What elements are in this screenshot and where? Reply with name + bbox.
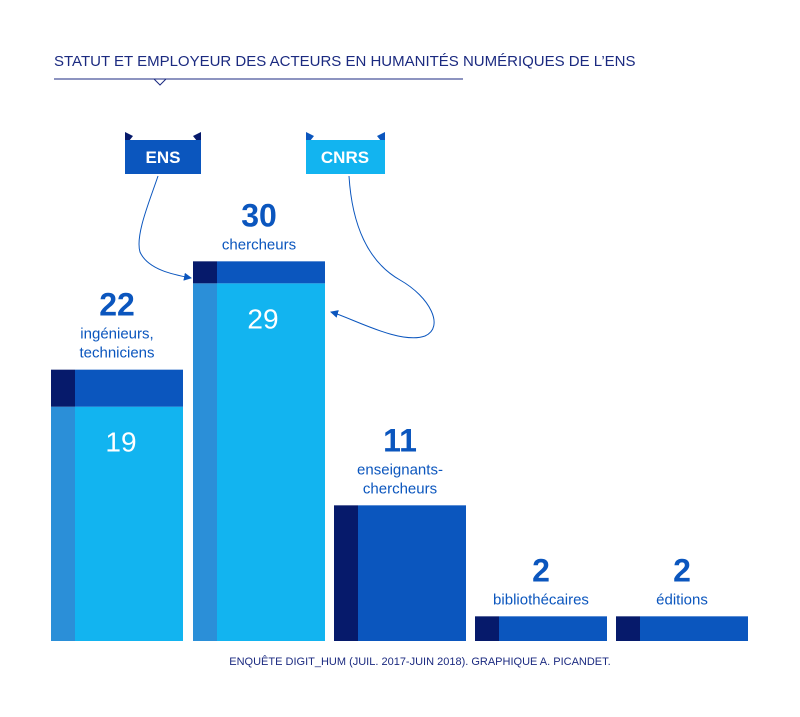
- total-label-4: 2: [673, 552, 691, 588]
- category-label-3-0: bibliothécaires: [493, 591, 589, 608]
- legend-label-ens: ENS: [146, 148, 181, 167]
- bar-cnrs-1: [217, 283, 325, 641]
- bar-ens-3: [499, 616, 607, 641]
- bar-ens-side-1: [193, 261, 217, 284]
- category-label-1-0: chercheurs: [222, 236, 296, 253]
- category-label-4-0: éditions: [656, 591, 708, 608]
- bar-cnrs-side-1: [193, 283, 217, 641]
- cnrs-connector-arrow: [330, 175, 435, 339]
- bar-cnrs-side-0: [51, 406, 75, 641]
- legend-label-cnrs: CNRS: [321, 148, 369, 167]
- total-label-2: 11: [383, 422, 417, 458]
- total-label-3: 2: [532, 552, 550, 588]
- legend-tag-cnrs: CNRS: [306, 132, 385, 174]
- category-label-0-0: ingénieurs,: [80, 326, 153, 343]
- bar-ens-2: [358, 505, 466, 641]
- legend-tag-ens-body: [125, 140, 201, 174]
- total-label-0: 22: [99, 287, 135, 323]
- bars-group: [51, 261, 748, 641]
- legend-tag-cnrs-body: [306, 140, 385, 174]
- source-note: ENQUÊTE DIGIT_HUM (JUIL. 2017-JUIN 2018)…: [229, 655, 610, 668]
- category-label-2-1: chercheurs: [363, 480, 437, 497]
- bar-inner-label-0: 19: [105, 427, 136, 458]
- category-label-0-1: techniciens: [79, 345, 154, 362]
- legend-tag-ens: ENS: [125, 132, 201, 174]
- ens-connector-arrow: [138, 175, 192, 281]
- bar-ens-side-0: [51, 369, 75, 407]
- bar-cnrs-0: [75, 406, 183, 641]
- bar-ens-1: [217, 261, 325, 284]
- bar-ens-0: [75, 369, 183, 407]
- total-label-1: 30: [241, 197, 277, 233]
- bar-ens-side-4: [616, 616, 640, 641]
- category-label-2-0: enseignants-: [357, 461, 443, 478]
- bar-ens-side-3: [475, 616, 499, 641]
- chart-title: STATUT ET EMPLOYEUR DES ACTEURS EN HUMAN…: [54, 53, 636, 70]
- title-rule-notch: [153, 78, 167, 86]
- bar-ens-side-2: [334, 505, 358, 641]
- bar-inner-label-1: 29: [247, 303, 278, 334]
- bar-ens-4: [640, 616, 748, 641]
